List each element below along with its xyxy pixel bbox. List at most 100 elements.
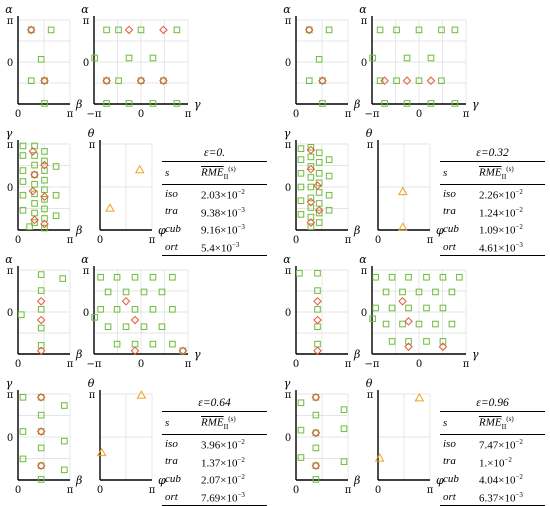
data-point-square xyxy=(31,142,38,150)
data-point-square xyxy=(382,288,390,296)
data-point-square xyxy=(158,323,166,331)
data-point-square xyxy=(315,149,323,157)
data-point-diamond xyxy=(40,219,49,229)
row-value: 2.07×10−2 xyxy=(201,473,245,487)
data-point-square xyxy=(307,163,315,170)
data-point-square xyxy=(61,437,68,445)
data-point-square xyxy=(41,167,48,174)
data-point-square xyxy=(315,170,323,177)
data-point-diamond xyxy=(36,296,46,306)
x-tick-label: 0 xyxy=(97,485,103,496)
data-point-square xyxy=(405,273,412,281)
x-axis-title: β xyxy=(353,348,360,361)
y-tick-label: π xyxy=(367,390,374,401)
rme-table: s RMEII(s) iso 7.47×10−2 tra 1.×10−2 cub 4.0… xyxy=(440,411,545,506)
data-point-diamond xyxy=(404,342,413,352)
data-point-diamond xyxy=(36,427,46,436)
x-tick-label: π xyxy=(345,235,352,246)
row-value: 7.69×10−3 xyxy=(198,487,267,506)
x-tick-label: 0 xyxy=(416,109,422,120)
data-point-square xyxy=(37,271,45,278)
data-point-square xyxy=(314,306,321,313)
y-tick-label: π xyxy=(89,390,96,401)
data-point-diamond xyxy=(402,76,412,86)
data-point-square xyxy=(31,161,38,169)
x-axis-title: β xyxy=(75,348,82,361)
data-point-square xyxy=(37,56,45,63)
row-value: 4.61×10−3 xyxy=(476,237,545,257)
rme-table: s RMEII(s) iso 3.96×10−2 tra 1.37×10−2 cub 2… xyxy=(162,411,267,506)
row-value: 1.×10−2 xyxy=(479,455,512,470)
data-point-square xyxy=(149,54,157,62)
row-value: 9.16×10−3 xyxy=(201,223,245,237)
x-tick-label: π xyxy=(185,109,192,120)
epsilon-label: ε=0.64 xyxy=(198,397,231,409)
data-point-square xyxy=(369,315,376,322)
x-tick-label: 0 xyxy=(293,485,299,496)
x-axis-title: φ xyxy=(158,474,166,487)
row-label: cub xyxy=(165,472,181,485)
y-tick-label: π xyxy=(367,140,374,151)
data-point-diamond xyxy=(124,25,134,35)
row-label: cub xyxy=(443,472,459,485)
data-point-diamond xyxy=(26,25,36,35)
data-point-diamond xyxy=(159,76,168,86)
x-tick-label: −π xyxy=(87,109,102,120)
data-point-square xyxy=(41,196,48,203)
results-table-4: ε=0.96 s RMEII(s) iso 7.47×10−2 tra 1.×10−2… xyxy=(440,396,545,506)
data-point-square xyxy=(31,219,38,226)
y-tick-label: 0 xyxy=(361,308,367,319)
data-point-square xyxy=(115,26,122,34)
data-point-diamond xyxy=(313,315,322,325)
data-point-square xyxy=(315,200,323,207)
x-axis-title: φ xyxy=(158,224,166,237)
data-point-square xyxy=(149,340,157,348)
x-axis-title: γ xyxy=(194,98,201,111)
data-point-square xyxy=(423,273,430,281)
data-point-square xyxy=(104,323,112,331)
data-point-square xyxy=(314,323,321,331)
data-point-square xyxy=(438,77,445,85)
data-point-square xyxy=(41,77,48,85)
data-point-diamond xyxy=(30,215,39,225)
y-tick-label: π xyxy=(285,16,292,27)
x-tick-label: 0 xyxy=(138,359,144,370)
data-point-square xyxy=(41,186,48,194)
data-point-square xyxy=(37,287,45,294)
data-point-square xyxy=(19,428,27,435)
data-point-diamond xyxy=(36,461,46,471)
data-point-square xyxy=(319,100,326,107)
data-point-square xyxy=(37,462,45,470)
x-axis-title: β xyxy=(353,474,360,487)
data-point-diamond xyxy=(40,192,49,201)
data-point-square xyxy=(41,157,48,165)
y-tick-label: π xyxy=(7,140,14,151)
epsilon-label: ε=0.96 xyxy=(476,397,509,409)
x-axis-title: β xyxy=(75,98,82,111)
data-point-diamond xyxy=(398,296,407,306)
data-point-square xyxy=(305,77,313,85)
data-point-diamond xyxy=(159,25,168,35)
data-point-square xyxy=(297,399,305,407)
data-point-square xyxy=(131,273,139,281)
data-point-square xyxy=(19,152,27,159)
y-tick-label: π xyxy=(7,266,14,277)
row-label: ort xyxy=(162,237,198,257)
data-point-square xyxy=(312,476,320,483)
data-point-square xyxy=(439,304,447,312)
data-point-diamond xyxy=(30,170,39,179)
y-tick-label: 0 xyxy=(83,58,89,69)
data-point-square xyxy=(173,100,181,107)
data-point-square xyxy=(307,174,315,181)
data-point-square xyxy=(91,314,98,321)
y-axis-title: α xyxy=(359,253,367,266)
data-point-square xyxy=(451,26,459,34)
data-point-square xyxy=(405,304,412,312)
data-point-diamond xyxy=(380,76,389,86)
y-axis-title: α xyxy=(5,253,13,266)
y-axis-title: θ xyxy=(366,127,373,140)
data-point-square xyxy=(388,273,396,281)
data-point-square xyxy=(297,145,305,152)
data-point-square xyxy=(27,77,35,85)
